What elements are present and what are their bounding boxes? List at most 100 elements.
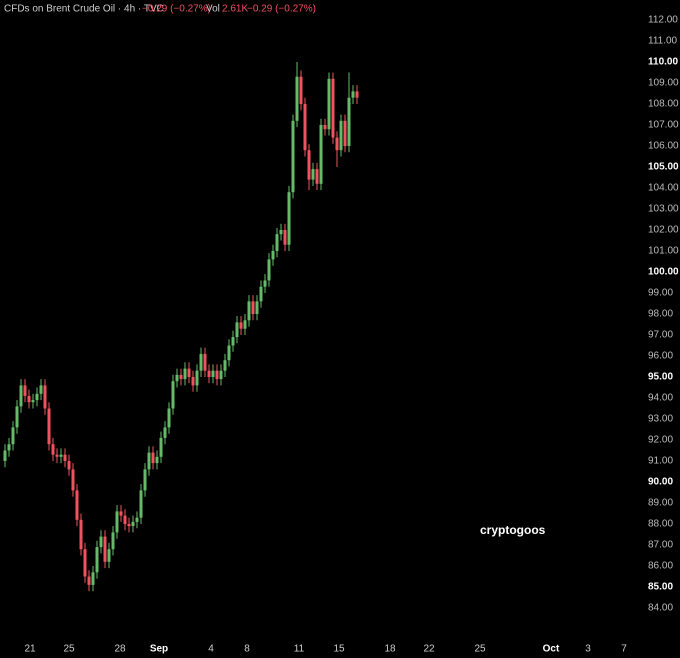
candle-body — [143, 469, 147, 491]
candle-body — [99, 536, 103, 548]
candle-body — [239, 322, 243, 329]
candle-body — [119, 511, 123, 516]
x-tick-label: Oct — [543, 644, 560, 655]
x-tick-label: 11 — [294, 644, 305, 655]
y-tick-label: 102.00 — [648, 225, 679, 236]
candle-body — [323, 125, 327, 130]
x-tick-label: 8 — [244, 644, 250, 655]
candle-body — [191, 377, 195, 386]
y-tick-label: 110.00 — [648, 57, 678, 68]
volume-label: Vol — [206, 4, 220, 15]
candle-body — [135, 517, 139, 522]
candle-body — [327, 78, 331, 130]
candle-body — [179, 374, 183, 380]
candle-body — [235, 322, 239, 338]
candle-body — [211, 370, 215, 377]
candle-body — [11, 427, 15, 445]
candle-body — [299, 76, 303, 104]
y-tick-label: 101.00 — [648, 246, 679, 257]
y-tick-label: 88.00 — [648, 519, 673, 530]
candle-body — [159, 437, 163, 457]
candle-body — [215, 370, 219, 380]
candle-body — [263, 280, 267, 287]
candle-body — [71, 469, 75, 491]
candle-body — [203, 353, 207, 371]
candle-body — [227, 345, 231, 361]
candle-body — [355, 91, 359, 98]
y-tick-label: 91.00 — [648, 456, 673, 467]
x-tick-label: 7 — [621, 644, 627, 655]
y-tick-label: 86.00 — [648, 561, 673, 572]
candle-body — [111, 532, 115, 550]
candle-body — [287, 192, 291, 245]
candle-body — [87, 576, 91, 585]
candle-body — [207, 370, 211, 377]
y-tick-label: 108.00 — [648, 99, 679, 110]
y-tick-label: 105.00 — [648, 162, 679, 173]
candle-body — [79, 519, 83, 550]
candle-body — [283, 230, 287, 245]
candle-body — [291, 120, 295, 193]
candle-body — [91, 572, 95, 585]
candle-body — [123, 515, 127, 524]
candle-body — [155, 456, 159, 464]
candle-body — [107, 549, 111, 562]
candle-body — [23, 385, 27, 396]
candle-body — [83, 549, 87, 577]
x-tick-label: 3 — [585, 644, 591, 655]
candle-body — [131, 521, 135, 527]
x-tick-label: Sep — [150, 644, 168, 655]
candle-body — [251, 301, 255, 314]
candle-body — [223, 360, 227, 371]
candle-body — [259, 286, 263, 302]
y-tick-label: 100.00 — [648, 267, 679, 278]
candle-body — [279, 230, 283, 235]
candle-body — [151, 452, 155, 464]
candle-body — [195, 370, 199, 386]
candle-body — [275, 234, 279, 251]
y-tick-label: 85.00 — [648, 582, 673, 593]
candle-body — [255, 301, 259, 314]
candle-body — [19, 385, 23, 407]
y-tick-label: 109.00 — [648, 78, 679, 89]
candle-body — [3, 450, 7, 461]
candle-body — [59, 454, 63, 457]
candle-body — [139, 490, 143, 518]
x-tick-label: 15 — [333, 644, 345, 655]
candle-body — [199, 353, 203, 371]
y-tick-label: 90.00 — [648, 477, 673, 488]
candle-body — [187, 368, 191, 377]
candle-body — [55, 454, 59, 457]
candle-body — [343, 120, 347, 146]
candle-body — [347, 97, 351, 146]
y-tick-label: 96.00 — [648, 351, 673, 362]
y-tick-label: 98.00 — [648, 309, 673, 320]
volume-change: −0.29 (−0.27%) — [247, 4, 316, 15]
candle-body — [15, 406, 19, 428]
y-tick-label: 111.00 — [648, 36, 678, 47]
candle-body — [35, 393, 39, 401]
x-tick-label: 25 — [474, 644, 486, 655]
candle-body — [271, 251, 275, 260]
candle-body — [243, 320, 247, 329]
x-tick-label: 18 — [384, 644, 396, 655]
candle-body — [307, 150, 311, 180]
y-tick-label: 93.00 — [648, 414, 673, 425]
candle-body — [231, 337, 235, 346]
candle-body — [295, 76, 299, 121]
candle-body — [351, 91, 355, 98]
y-tick-label: 87.00 — [648, 540, 673, 551]
y-tick-label: 106.00 — [648, 141, 679, 152]
candle-body — [115, 511, 119, 533]
chart-title: CFDs on Brent Crude Oil · 4h · TVC — [4, 4, 164, 15]
x-tick-label: 21 — [24, 644, 36, 655]
candle-body — [331, 78, 335, 138]
candle-body — [175, 374, 179, 382]
candle-body — [267, 259, 271, 281]
candle-body — [315, 169, 319, 184]
candle-body — [147, 452, 151, 470]
candle-body — [183, 368, 187, 380]
candle-body — [311, 169, 315, 180]
y-tick-label: 107.00 — [648, 120, 679, 131]
